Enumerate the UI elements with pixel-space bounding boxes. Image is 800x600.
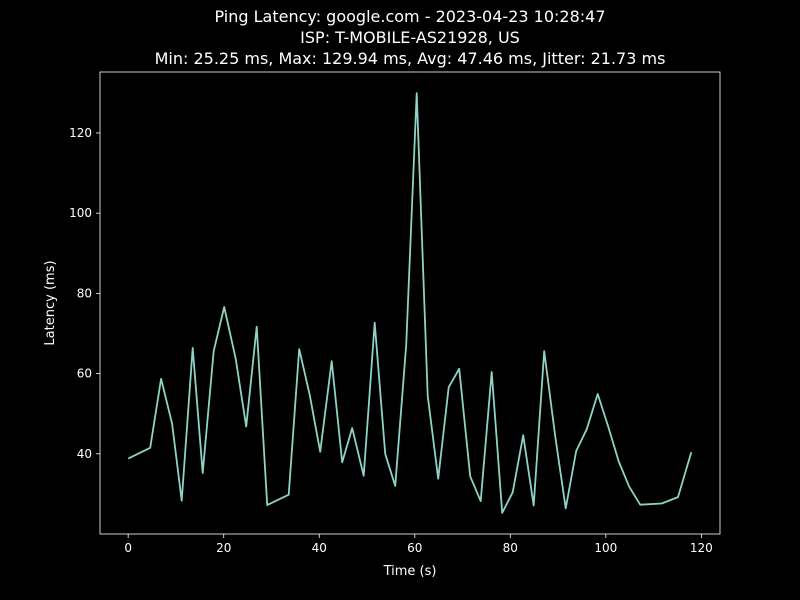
chart-title-line-2: ISP: T-MOBILE-AS21928, US xyxy=(300,28,520,47)
y-tick-label: 60 xyxy=(77,367,92,381)
y-axis-ticks: 40 60 80 100 120 xyxy=(69,126,100,461)
latency-series-line xyxy=(127,92,693,514)
x-tick-label: 20 xyxy=(216,541,231,555)
x-tick-label: 100 xyxy=(594,541,617,555)
x-tick-label: 60 xyxy=(407,541,422,555)
x-axis-label: Time (s) xyxy=(383,564,437,579)
x-tick-label: 40 xyxy=(312,541,327,555)
chart-title-line-3: Min: 25.25 ms, Max: 129.94 ms, Avg: 47.4… xyxy=(155,49,666,68)
y-tick-label: 100 xyxy=(69,206,92,220)
y-tick-label: 40 xyxy=(77,447,92,461)
x-tick-label: 80 xyxy=(503,541,518,555)
x-axis-ticks: 0 20 40 60 80 100 120 xyxy=(124,534,713,555)
plot-area-frame xyxy=(99,71,721,535)
y-tick-label: 120 xyxy=(69,126,92,140)
y-axis-label: Latency (ms) xyxy=(43,260,58,345)
chart-title-line-1: Ping Latency: google.com - 2023-04-23 10… xyxy=(215,7,606,26)
x-tick-label: 120 xyxy=(690,541,713,555)
y-tick-label: 80 xyxy=(77,286,92,300)
x-tick-label: 0 xyxy=(124,541,132,555)
series-layer xyxy=(127,92,693,514)
